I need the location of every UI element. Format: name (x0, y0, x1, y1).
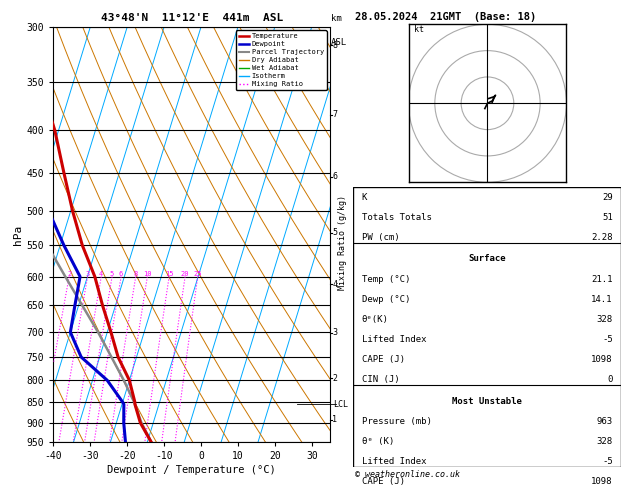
Text: CIN (J): CIN (J) (362, 375, 399, 384)
Text: Mixing Ratio (g/kg): Mixing Ratio (g/kg) (338, 195, 347, 291)
Text: 3: 3 (86, 271, 90, 277)
Text: 10: 10 (143, 271, 152, 277)
Text: 21.1: 21.1 (591, 275, 613, 283)
Text: 29: 29 (602, 192, 613, 202)
Text: 20: 20 (181, 271, 189, 277)
Text: 14.1: 14.1 (591, 295, 613, 304)
Text: 8: 8 (332, 41, 337, 50)
X-axis label: Dewpoint / Temperature (°C): Dewpoint / Temperature (°C) (108, 466, 276, 475)
Text: Dewp (°C): Dewp (°C) (362, 295, 410, 304)
Text: θᵉ(K): θᵉ(K) (362, 315, 388, 324)
Title: 43°48'N  11°12'E  441m  ASL: 43°48'N 11°12'E 441m ASL (101, 13, 283, 23)
Text: 4: 4 (99, 271, 103, 277)
Text: 3: 3 (332, 328, 337, 337)
Text: 15: 15 (165, 271, 174, 277)
Text: Pressure (mb): Pressure (mb) (362, 417, 431, 426)
Text: -5: -5 (602, 457, 613, 466)
Text: 25: 25 (194, 271, 202, 277)
Text: kt: kt (414, 25, 424, 34)
Text: 328: 328 (597, 315, 613, 324)
Text: θᵉ (K): θᵉ (K) (362, 437, 394, 446)
Text: LCL: LCL (333, 400, 348, 409)
Text: CAPE (J): CAPE (J) (362, 355, 404, 364)
Text: Lifted Index: Lifted Index (362, 335, 426, 344)
Text: 2.28: 2.28 (591, 233, 613, 242)
Y-axis label: hPa: hPa (13, 225, 23, 244)
Text: K: K (362, 192, 367, 202)
Text: Most Unstable: Most Unstable (452, 397, 522, 406)
Text: 1098: 1098 (591, 355, 613, 364)
Text: 8: 8 (133, 271, 138, 277)
Text: 7: 7 (332, 110, 337, 119)
Text: 2: 2 (67, 271, 71, 277)
Text: -5: -5 (602, 335, 613, 344)
Text: 2: 2 (332, 374, 337, 382)
Text: Temp (°C): Temp (°C) (362, 275, 410, 283)
Text: 1: 1 (332, 416, 337, 424)
Text: Lifted Index: Lifted Index (362, 457, 426, 466)
Legend: Temperature, Dewpoint, Parcel Trajectory, Dry Adiabat, Wet Adiabat, Isotherm, Mi: Temperature, Dewpoint, Parcel Trajectory… (236, 30, 326, 90)
Text: 0: 0 (608, 375, 613, 384)
Text: 28.05.2024  21GMT  (Base: 18): 28.05.2024 21GMT (Base: 18) (355, 12, 537, 22)
Text: PW (cm): PW (cm) (362, 233, 399, 242)
Text: 6: 6 (119, 271, 123, 277)
Text: 963: 963 (597, 417, 613, 426)
Text: 51: 51 (602, 213, 613, 222)
Text: ASL: ASL (331, 37, 347, 47)
Text: 5: 5 (110, 271, 114, 277)
Text: CAPE (J): CAPE (J) (362, 477, 404, 486)
Text: Surface: Surface (469, 255, 506, 263)
Text: 4: 4 (332, 280, 337, 289)
Text: Totals Totals: Totals Totals (362, 213, 431, 222)
Text: 1098: 1098 (591, 477, 613, 486)
Text: 328: 328 (597, 437, 613, 446)
Text: km: km (331, 14, 342, 23)
Text: 5: 5 (332, 228, 337, 237)
Text: 6: 6 (332, 173, 337, 181)
Text: © weatheronline.co.uk: © weatheronline.co.uk (355, 469, 460, 479)
